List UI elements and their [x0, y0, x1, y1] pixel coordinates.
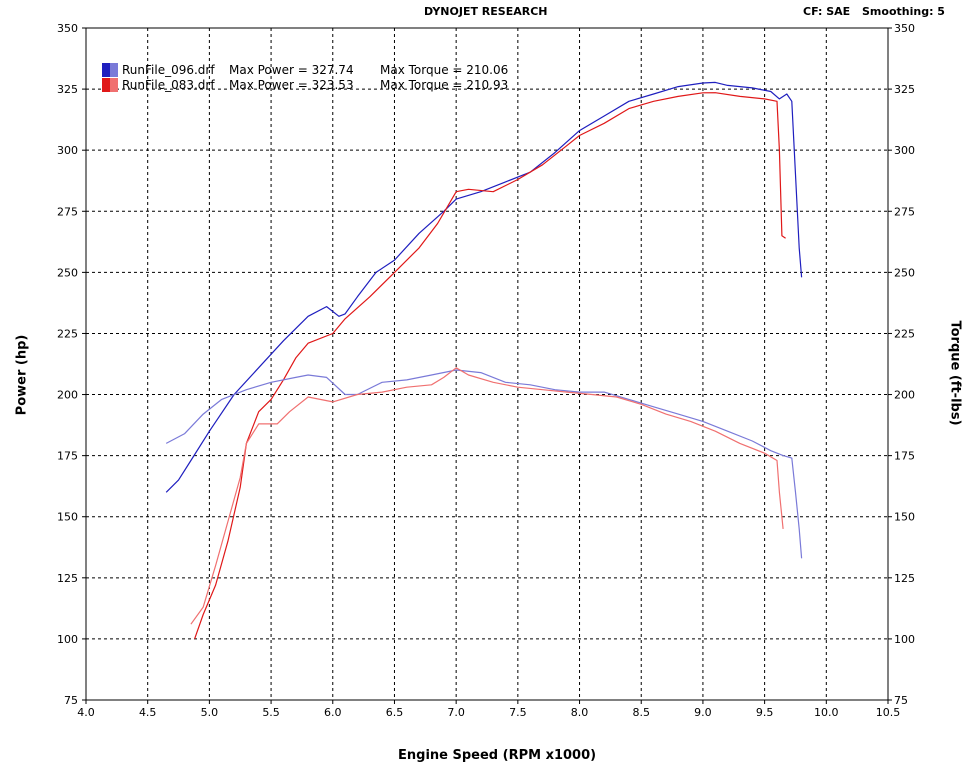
- y-tick-label: 200: [57, 389, 78, 402]
- y2-tick-label: 300: [894, 144, 915, 157]
- x-tick-label: 4.0: [77, 706, 95, 719]
- y2-tick-label: 250: [894, 266, 915, 279]
- y-tick-label: 175: [57, 450, 78, 463]
- y-tick-label: 225: [57, 327, 78, 340]
- y-tick-label: 300: [57, 144, 78, 157]
- y-tick-label: 250: [57, 266, 78, 279]
- x-tick-label: 8.5: [632, 706, 650, 719]
- smoothing-label: Smoothing: 5: [862, 5, 945, 18]
- y-tick-label: 275: [57, 205, 78, 218]
- legend-swatch-torque: [110, 63, 118, 77]
- x-tick-label: 5.5: [262, 706, 280, 719]
- y-tick-label: 75: [64, 694, 78, 707]
- x-axis-title: Engine Speed (RPM x1000): [398, 748, 597, 763]
- x-tick-label: 10.0: [814, 706, 839, 719]
- y2-tick-label: 125: [894, 572, 915, 585]
- y2-tick-label: 100: [894, 633, 915, 646]
- y2-tick-label: 225: [894, 327, 915, 340]
- y-tick-label: 100: [57, 633, 78, 646]
- x-tick-label: 6.5: [386, 706, 404, 719]
- y2-tick-label: 200: [894, 389, 915, 402]
- legend-file-label: RunFile_096.drf: [122, 63, 215, 77]
- grid-lines: [86, 28, 888, 700]
- run083-power-line: [194, 92, 786, 640]
- correction-factor-label: CF: SAE: [803, 5, 851, 18]
- legend-max-torque: Max Torque = 210.93: [380, 78, 508, 92]
- x-axis-ticks: 4.0 4.5 5.0 5.5 6.0 6.5 7.0 7.5 8.0 8.5 9.0 9.5 10.0…: [77, 700, 900, 719]
- y2-axis-ticks: 75 100 125 150 175 200 225 250 275 300 325 350: [888, 22, 915, 707]
- y2-tick-label: 350: [894, 22, 915, 35]
- legend: RunFile_096.drf Max Power = 327.74 Max Tor…: [102, 63, 508, 92]
- x-tick-label: 4.5: [139, 706, 157, 719]
- legend-swatch: [102, 63, 110, 77]
- y-tick-label: 150: [57, 511, 78, 524]
- legend-swatch: [102, 78, 110, 92]
- x-tick-label: 8.0: [571, 706, 589, 719]
- y2-tick-label: 175: [894, 450, 915, 463]
- y2-tick-label: 325: [894, 83, 915, 96]
- x-tick-label: 9.5: [756, 706, 774, 719]
- y-axis-title: Power (hp): [14, 334, 30, 416]
- x-tick-label: 10.5: [876, 706, 901, 719]
- run083-torque-line: [190, 367, 784, 625]
- y-tick-label: 325: [57, 83, 78, 96]
- run096-power-line: [165, 81, 803, 493]
- x-tick-label: 7.5: [509, 706, 527, 719]
- legend-max-power: Max Power = 327.74: [229, 63, 354, 77]
- legend-file-label: RunFile_083.drf: [122, 78, 215, 92]
- x-tick-label: 6.0: [324, 706, 342, 719]
- x-tick-label: 5.0: [201, 706, 219, 719]
- y2-axis-title: Torque (ft-lbs): [947, 320, 963, 426]
- chart-title: DYNOJET RESEARCH: [424, 5, 548, 18]
- series-lines: [165, 81, 803, 640]
- run096-torque-line: [165, 369, 803, 559]
- y-tick-label: 125: [57, 572, 78, 585]
- y2-tick-label: 75: [894, 694, 908, 707]
- y-axis-ticks: 75 100 125 150 175 200 225 250 275 300 325 350: [57, 22, 86, 707]
- x-tick-label: 9.0: [694, 706, 712, 719]
- legend-swatch-torque: [110, 78, 118, 92]
- x-tick-label: 7.0: [447, 706, 465, 719]
- legend-max-torque: Max Torque = 210.06: [380, 63, 508, 77]
- legend-max-power: Max Power = 323.53: [229, 78, 354, 92]
- plot-border: [85, 27, 889, 701]
- y-tick-label: 350: [57, 22, 78, 35]
- y2-tick-label: 150: [894, 511, 915, 524]
- y2-tick-label: 275: [894, 205, 915, 218]
